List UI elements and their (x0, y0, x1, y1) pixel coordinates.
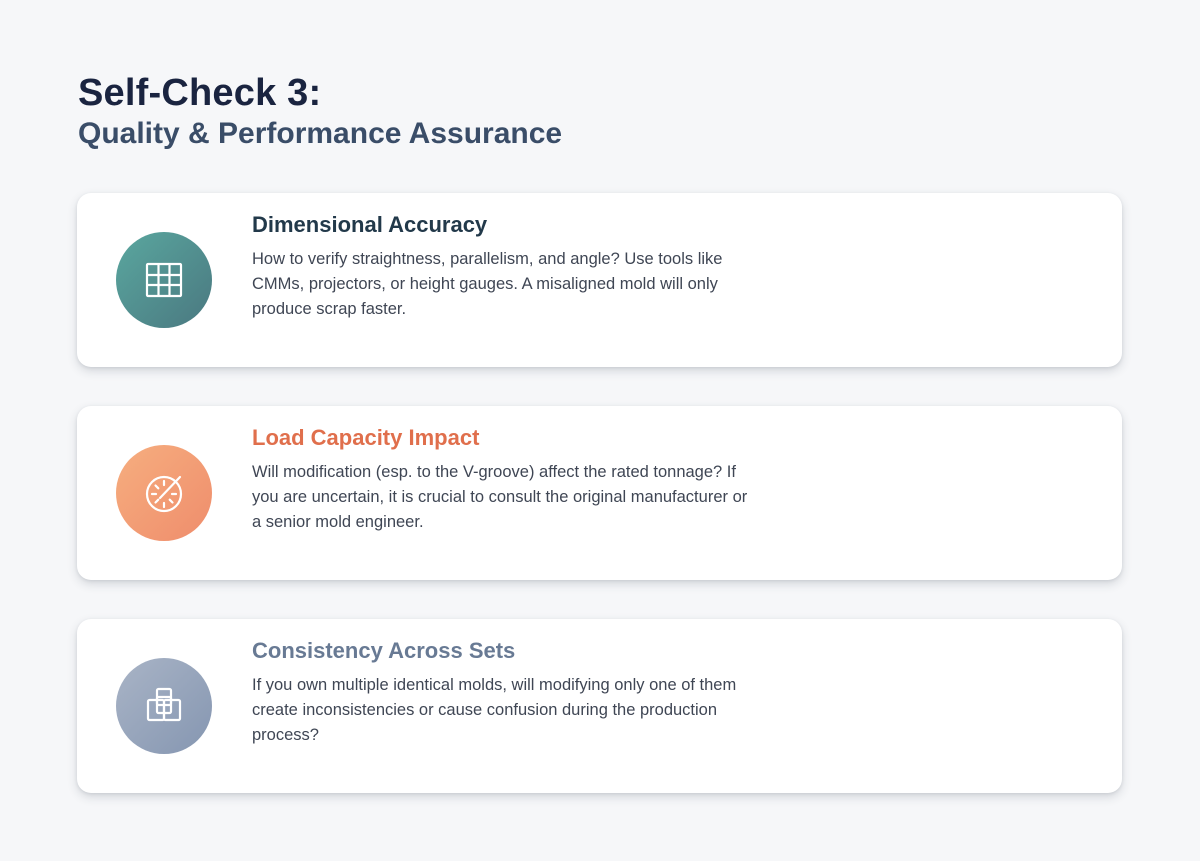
card-title: Dimensional Accuracy (252, 212, 488, 237)
card-load-capacity-impact: Load Capacity Impact Will modification (… (77, 406, 1122, 580)
gauge-dial-icon (116, 445, 212, 541)
card-title: Load Capacity Impact (252, 425, 480, 450)
stacked-squares-icon (116, 658, 212, 754)
card-dimensional-accuracy: Dimensional Accuracy How to verify strai… (77, 193, 1122, 367)
header: Self-Check 3: Quality & Performance Assu… (78, 72, 562, 152)
card-description: Will modification (esp. to the V-groove)… (252, 463, 748, 531)
card-consistency-across-sets: Consistency Across Sets If you own multi… (77, 619, 1122, 793)
card-description: How to verify straightness, parallelism,… (252, 250, 723, 318)
grid-table-icon (116, 232, 212, 328)
page-title: Self-Check 3: (78, 72, 322, 114)
page-subtitle: Quality & Performance Assurance (78, 117, 563, 150)
card-title: Consistency Across Sets (252, 638, 516, 663)
card-description: If you own multiple identical molds, wil… (252, 676, 737, 744)
